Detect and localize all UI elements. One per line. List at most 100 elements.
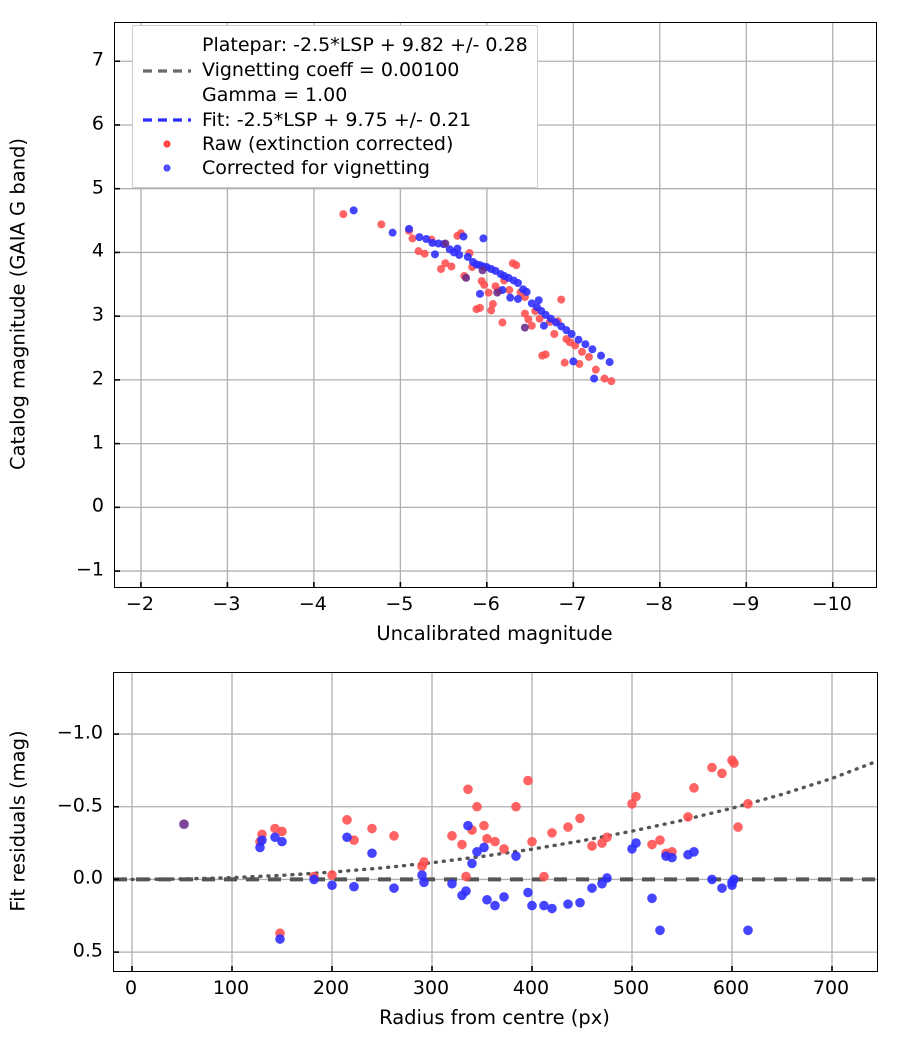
data-point <box>377 220 386 229</box>
legend: Platepar: -2.5*LSP + 9.82 +/- 0.28 Vigne… <box>132 25 538 188</box>
data-point <box>389 831 399 841</box>
y-tick-label: 6 <box>91 112 104 135</box>
y-tick-label: −0.5 <box>56 794 103 817</box>
data-point <box>733 822 743 832</box>
data-point <box>479 234 488 243</box>
data-point <box>563 822 573 832</box>
data-point <box>505 286 514 295</box>
data-point <box>707 762 717 773</box>
data-point <box>631 838 641 848</box>
data-point <box>527 900 537 911</box>
data-point <box>729 758 739 768</box>
x-tick-label: −10 <box>811 593 852 615</box>
corrected-marker-swatch <box>141 157 193 179</box>
data-point <box>478 266 487 275</box>
fit-line-swatch <box>141 109 193 131</box>
data-point <box>367 823 377 834</box>
data-point <box>541 350 550 359</box>
y-tick-label: −1 <box>75 558 104 581</box>
data-point <box>327 870 337 880</box>
data-point <box>602 873 612 883</box>
y-tick-label: −1.0 <box>56 721 103 744</box>
data-point <box>707 874 717 885</box>
data-point <box>447 262 456 271</box>
data-point <box>479 820 489 831</box>
legend-vignetting-label: Vignetting coeff = 0.00100 <box>202 59 460 81</box>
scatter-series <box>255 820 753 944</box>
x-tick-label: −6 <box>471 593 500 615</box>
data-point <box>479 842 489 853</box>
data-point <box>419 877 429 888</box>
data-point <box>605 358 614 367</box>
data-point <box>408 234 417 243</box>
data-point <box>535 314 544 323</box>
data-point <box>547 903 557 914</box>
data-point <box>575 897 585 908</box>
x-tick-label: −2 <box>125 593 154 615</box>
data-point <box>655 835 665 845</box>
data-point <box>475 289 484 298</box>
data-point <box>539 900 549 911</box>
data-point <box>522 287 531 296</box>
x-tick-label: 700 <box>812 977 850 999</box>
data-point <box>414 247 423 256</box>
data-point <box>275 934 285 944</box>
data-point <box>488 300 497 309</box>
data-point <box>472 801 482 812</box>
platepar-line-swatch <box>141 60 193 82</box>
legend-item-fit: Fit: -2.5*LSP + 9.75 +/- 0.21 <box>141 108 528 132</box>
data-point <box>588 345 597 354</box>
data-point <box>270 832 280 843</box>
top-xaxis-title: Uncalibrated magnitude <box>376 622 613 645</box>
data-point <box>647 893 657 904</box>
data-point <box>461 871 471 882</box>
data-point <box>571 341 580 350</box>
y-tick-label: 5 <box>91 176 104 199</box>
bottom-yaxis-title: Fit residuals (mag) <box>6 730 30 912</box>
grid-lines <box>114 673 877 971</box>
x-tick-label: 200 <box>312 977 350 999</box>
data-point <box>179 819 189 829</box>
data-point <box>309 874 319 885</box>
data-point <box>463 820 473 831</box>
data-point <box>467 858 477 869</box>
data-point <box>567 329 576 338</box>
trend-line <box>130 761 874 882</box>
data-point <box>455 250 464 259</box>
data-point <box>717 883 727 893</box>
y-tick-label: 7 <box>91 48 104 71</box>
data-point <box>498 318 507 327</box>
data-point <box>539 321 548 330</box>
scatter-series <box>441 239 529 332</box>
data-point <box>647 839 657 850</box>
data-point <box>457 839 467 850</box>
data-point <box>490 836 500 847</box>
data-point <box>499 844 509 854</box>
data-point <box>511 851 521 861</box>
data-point <box>257 835 267 845</box>
data-point <box>472 847 482 857</box>
x-tick-label: −5 <box>385 593 414 615</box>
data-point <box>563 899 573 909</box>
top-yaxis-title: Catalog magnitude (GAIA G band) <box>6 137 30 471</box>
data-point <box>493 288 502 297</box>
data-point <box>349 881 359 892</box>
x-tick-label: −4 <box>298 593 327 615</box>
data-point <box>277 826 287 837</box>
data-point <box>349 206 358 215</box>
data-point <box>743 925 753 936</box>
legend-item-raw: Raw (extinction corrected) <box>141 132 528 156</box>
data-point <box>342 815 352 825</box>
data-point <box>602 832 612 843</box>
data-point <box>277 836 287 847</box>
data-point <box>511 801 521 812</box>
data-point <box>575 359 584 368</box>
data-point <box>417 870 427 880</box>
data-point <box>575 813 585 824</box>
data-point <box>717 768 727 779</box>
data-point <box>527 836 537 847</box>
data-point <box>577 347 586 356</box>
legend-item-corrected: Corrected for vignetting <box>141 156 528 180</box>
data-point <box>447 831 457 841</box>
